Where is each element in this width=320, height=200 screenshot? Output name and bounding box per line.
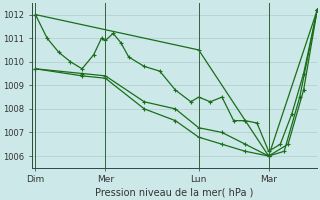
X-axis label: Pression niveau de la mer( hPa ): Pression niveau de la mer( hPa ) <box>95 187 253 197</box>
